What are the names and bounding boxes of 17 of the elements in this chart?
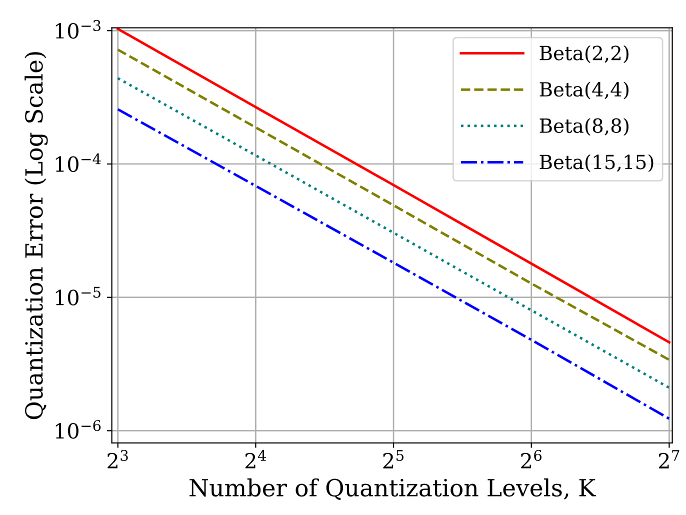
y-axis-title: Quantization Error (Log Scale): [24, 52, 48, 420]
y-tick-label: 10$^{−4}$: [56, 153, 101, 172]
x-tick-label: 2$^{3}$: [108, 450, 128, 468]
y-tick-label: 10$^{−6}$: [56, 420, 101, 439]
y-tick-label: 10$^{−3}$: [56, 20, 100, 39]
legend-label: Beta(2,2): [540, 45, 628, 64]
x-axis-title: Number of Quantization Levels, K: [190, 478, 596, 500]
x-tick-label: 2$^{6}$: [521, 450, 542, 468]
x-tick-label: 2$^{5}$: [383, 450, 404, 468]
line-series: [116, 108, 670, 420]
legend-label: Beta(8,8): [540, 118, 628, 136]
legend-label: Beta(4,4): [540, 82, 628, 100]
y-tick-label: 10$^{−5}$: [56, 286, 100, 306]
x-tick-label: 2$^{4}$: [245, 450, 266, 468]
legend-label: Beta(15,15): [540, 154, 654, 172]
x-tick-label: 2$^{7}$: [658, 450, 680, 468]
line-series: [116, 76, 670, 389]
